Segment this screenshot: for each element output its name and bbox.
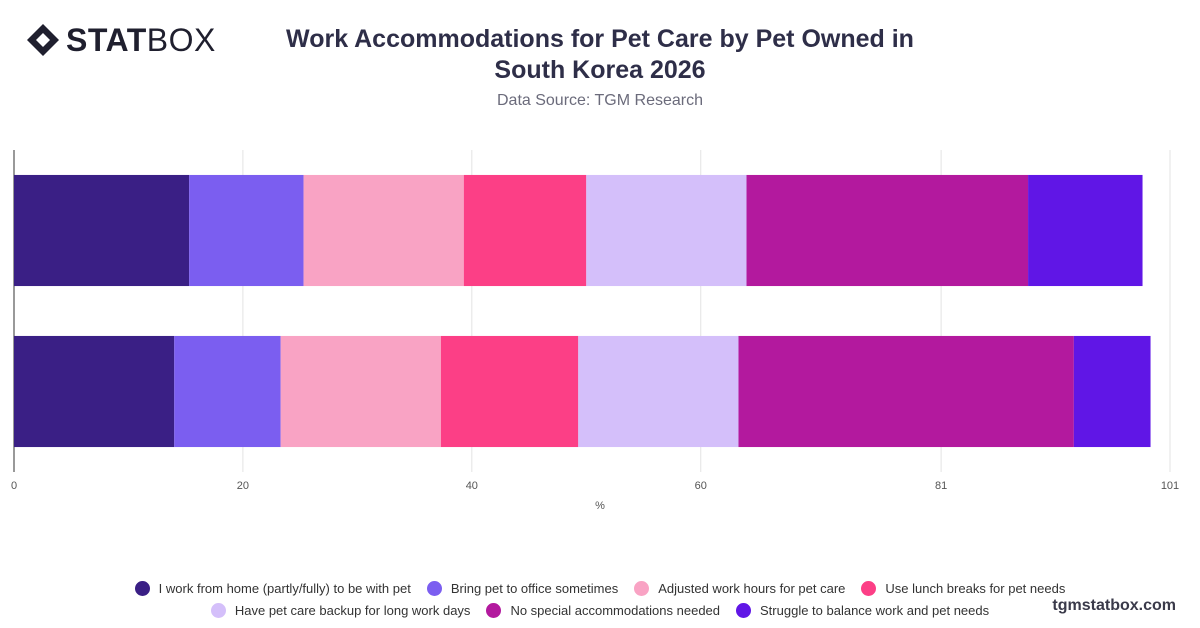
bar-segment bbox=[14, 174, 190, 287]
bar-segment bbox=[174, 335, 281, 448]
x-tick-label: 81 bbox=[935, 480, 947, 492]
bar-segment bbox=[280, 335, 441, 448]
bar-segment bbox=[1073, 335, 1151, 448]
x-axis-title: % bbox=[595, 500, 605, 512]
watermark: tgmstatbox.com bbox=[1052, 597, 1176, 614]
bar-segment bbox=[1028, 174, 1143, 287]
logo-text-light: BOX bbox=[146, 21, 216, 58]
bar-segment bbox=[746, 174, 1029, 287]
chart-title: Work Accommodations for Pet Care by Pet … bbox=[286, 25, 914, 84]
legend-swatch bbox=[486, 602, 502, 618]
bar-segment bbox=[463, 174, 587, 287]
x-tick-label: 40 bbox=[466, 480, 478, 492]
bar-segment bbox=[738, 335, 1074, 448]
legend-item[interactable]: Adjusted work hours for pet care bbox=[634, 580, 845, 596]
x-tick-label: 20 bbox=[237, 480, 249, 492]
bar-segment bbox=[586, 174, 747, 287]
bar-segment bbox=[440, 335, 579, 448]
chart-legend: I work from home (partly/fully) to be wi… bbox=[100, 580, 1100, 618]
legend-swatch bbox=[210, 602, 226, 618]
chart-subtitle: Data Source: TGM Research bbox=[496, 92, 703, 109]
legend-label: Use lunch breaks for pet needs bbox=[885, 580, 1066, 596]
legend-label: Adjusted work hours for pet care bbox=[658, 580, 846, 596]
legend-label: I work from home (partly/fully) to be wi… bbox=[158, 580, 411, 596]
legend-item[interactable]: Use lunch breaks for pet needs bbox=[861, 580, 1065, 596]
legend-label: Struggle to balance work and pet needs bbox=[760, 602, 990, 618]
legend-item[interactable]: I work from home (partly/fully) to be wi… bbox=[134, 580, 411, 596]
x-tick-label: 0 bbox=[11, 480, 17, 492]
legend-swatch bbox=[426, 580, 442, 596]
bar-segment bbox=[189, 174, 304, 287]
legend-swatch bbox=[736, 602, 752, 618]
diamond-logo-icon bbox=[27, 24, 59, 56]
stacked-bar-chart: 0 20 40 60 81 101% bbox=[11, 150, 1179, 512]
bar-segment bbox=[578, 335, 739, 448]
legend-swatch bbox=[134, 580, 150, 596]
legend-label: Bring pet to office sometimes bbox=[450, 580, 619, 596]
x-tick-label: 101 bbox=[1161, 480, 1179, 492]
logo-text-bold: STAT bbox=[66, 21, 147, 58]
legend-swatch bbox=[861, 580, 877, 596]
legend-item[interactable]: Bring pet to office sometimes bbox=[426, 580, 619, 596]
bar-segment bbox=[303, 174, 464, 287]
x-tick-label: 60 bbox=[695, 480, 707, 492]
legend-label: Have pet care backup for long work days bbox=[234, 602, 471, 618]
legend-label: No special accommodations needed bbox=[510, 602, 721, 618]
statbox-logo: STAT BOX bbox=[26, 22, 216, 58]
bar-segment bbox=[14, 335, 175, 448]
legend-item[interactable]: Struggle to balance work and pet needs bbox=[736, 602, 989, 618]
legend-swatch bbox=[634, 580, 650, 596]
legend-item[interactable]: No special accommodations needed bbox=[486, 602, 720, 618]
legend-item[interactable]: Have pet care backup for long work days bbox=[210, 602, 471, 618]
